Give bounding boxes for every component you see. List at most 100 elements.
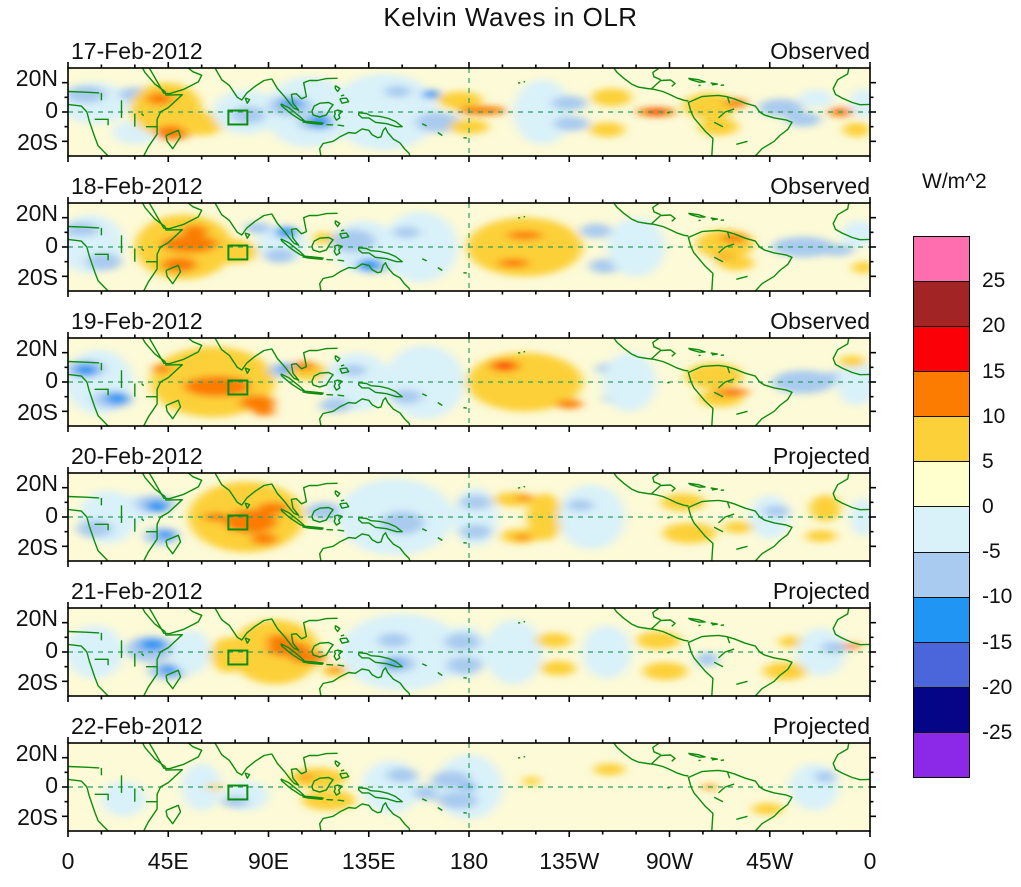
map-svg-17-Feb-2012 — [62, 62, 876, 162]
y-tick-20n: 20N — [15, 605, 58, 631]
y-tick-20n: 20N — [15, 335, 58, 361]
x-tick-label-0: 0 — [863, 848, 877, 874]
map-field — [68, 338, 870, 426]
colorbar-cell — [914, 597, 969, 643]
colorbar-cell — [914, 462, 969, 508]
colorbar-tick--5: -5 — [982, 540, 1001, 564]
map-panel — [62, 62, 876, 162]
panel-tag: Projected — [772, 578, 870, 604]
panel-block-2: 18-Feb-2012 Observed 20N 0 20S — [0, 173, 1021, 298]
colorbar-units-label: W/m^2 — [922, 170, 987, 193]
y-tick-0: 0 — [45, 637, 58, 663]
map-panel — [62, 332, 876, 432]
y-tick-20s: 20S — [17, 399, 58, 425]
y-tick-20n: 20N — [15, 65, 58, 91]
panel-block-1: 17-Feb-2012 Observed 20N 0 20S — [0, 38, 1021, 163]
colorbar-tick--20: -20 — [982, 675, 1013, 699]
map-svg-20-Feb-2012 — [62, 467, 876, 567]
map-field — [68, 743, 870, 831]
target-region-box — [227, 244, 249, 261]
colorbar — [913, 236, 970, 778]
colorbar-cell — [914, 687, 969, 733]
x-axis-labels: 0 45E 90E 135E 180 135W 90W 45W 0 — [0, 848, 1021, 878]
x-tick-label-180: 180 — [449, 848, 489, 874]
panel-date: 20-Feb-2012 — [71, 443, 203, 469]
map-svg-22-Feb-2012 — [62, 737, 876, 837]
panel-date: 21-Feb-2012 — [71, 578, 203, 604]
colorbar-tick-15: 15 — [982, 359, 1006, 383]
panel-frame — [62, 197, 876, 297]
y-tick-0: 0 — [45, 97, 58, 123]
y-tick-0: 0 — [45, 502, 58, 528]
panel-tag: Observed — [770, 308, 870, 334]
x-tick-label-45W: 45W — [746, 848, 794, 874]
coastlines — [68, 338, 870, 426]
y-tick-20n: 20N — [15, 470, 58, 496]
coastlines — [68, 608, 870, 696]
colorbar-tick-10: 10 — [982, 404, 1006, 428]
panel-block-4: 20-Feb-2012 Projected 20N 0 20S — [0, 443, 1021, 568]
map-field — [68, 203, 870, 291]
colorbar-cell — [914, 507, 969, 553]
colorbar-tick-labels: 25 20 15 10 5 0 -5 -10 -15 -20 -25 — [982, 236, 1021, 778]
x-tick-label-90W: 90W — [645, 848, 694, 874]
map-panel — [62, 197, 876, 297]
panel-frame — [62, 737, 876, 837]
colorbar-tick-0: 0 — [982, 495, 994, 518]
colorbar-cell — [914, 327, 969, 373]
x-tick-label-0: 0 — [61, 848, 75, 874]
panel-block-5: 21-Feb-2012 Projected 20N 0 20S — [0, 578, 1021, 703]
map-panel — [62, 467, 876, 567]
colorbar-tick--25: -25 — [982, 720, 1013, 744]
y-tick-20s: 20S — [17, 129, 58, 155]
map-panel — [62, 602, 876, 702]
coastlines — [68, 203, 870, 291]
map-svg-19-Feb-2012 — [62, 332, 876, 432]
panel-frame — [62, 602, 876, 702]
panel-tag: Projected — [772, 443, 870, 469]
panel-date: 22-Feb-2012 — [71, 713, 203, 739]
colorbar-cell — [914, 237, 969, 283]
colorbar-tick-25: 25 — [982, 269, 1006, 293]
panel-block-6: 22-Feb-2012 Projected 20N 0 20S — [0, 713, 1021, 838]
panel-frame — [62, 332, 876, 432]
panel-date: 18-Feb-2012 — [71, 173, 203, 199]
target-region-box — [227, 109, 249, 126]
panel-block-3: 19-Feb-2012 Observed 20N 0 20S — [0, 308, 1021, 433]
y-tick-20n: 20N — [15, 200, 58, 226]
map-svg-18-Feb-2012 — [62, 197, 876, 297]
x-tick-label-90E: 90E — [248, 848, 289, 874]
y-tick-0: 0 — [45, 772, 58, 798]
panel-frame — [62, 467, 876, 567]
x-tick-label-135E: 135E — [341, 848, 396, 874]
colorbar-tick--15: -15 — [982, 630, 1013, 654]
map-panel — [62, 737, 876, 837]
panel-frame — [62, 62, 876, 162]
colorbar-cell — [914, 282, 969, 328]
coastlines — [68, 68, 870, 156]
panel-tag: Projected — [772, 713, 870, 739]
colorbar-cell — [914, 642, 969, 688]
y-tick-20s: 20S — [17, 669, 58, 695]
panel-date: 19-Feb-2012 — [71, 308, 203, 334]
colorbar-cell — [914, 732, 969, 777]
panel-tag: Observed — [770, 38, 870, 64]
target-region-box — [227, 379, 249, 396]
target-region-box — [227, 514, 249, 531]
y-tick-0: 0 — [45, 367, 58, 393]
target-region-box — [227, 784, 249, 801]
colorbar-tick--10: -10 — [982, 585, 1013, 609]
panel-date: 17-Feb-2012 — [71, 38, 203, 64]
map-svg-21-Feb-2012 — [62, 602, 876, 702]
y-tick-20s: 20S — [17, 804, 58, 830]
coastlines — [68, 743, 870, 831]
y-tick-20s: 20S — [17, 264, 58, 290]
colorbar-cell — [914, 372, 969, 418]
coastlines — [68, 473, 870, 561]
figure-title: Kelvin Waves in OLR — [383, 2, 638, 32]
x-tick-label-45E: 45E — [147, 848, 189, 874]
x-tick-label-135W: 135W — [539, 848, 600, 874]
y-tick-20n: 20N — [15, 740, 58, 766]
y-tick-20s: 20S — [17, 534, 58, 560]
